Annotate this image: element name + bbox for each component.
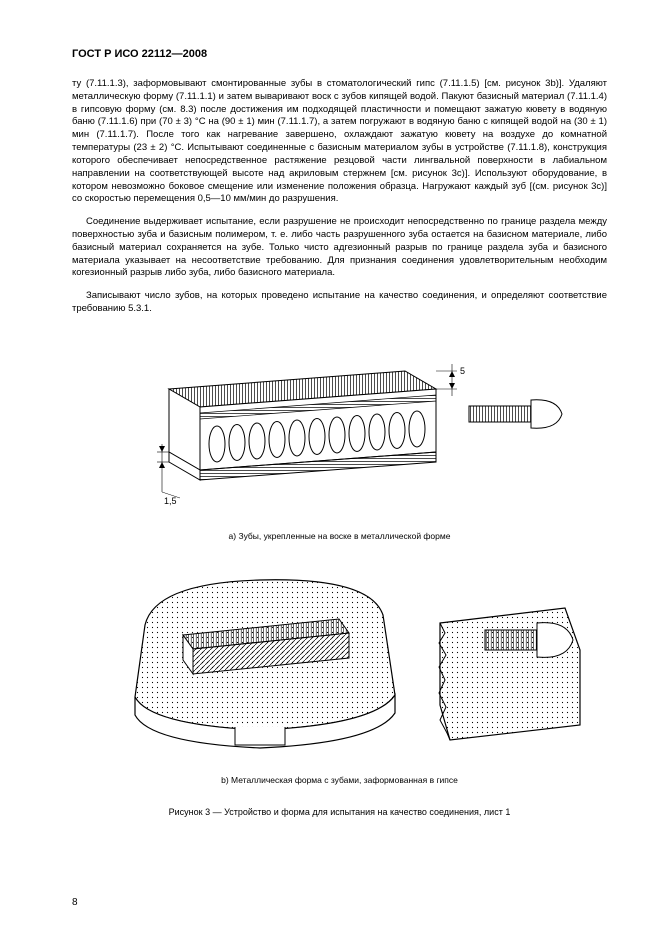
dim-1-5: 1,5 [164,496,177,506]
figure-b-svg [95,565,585,760]
figure-b-caption: b) Металлическая форма с зубами, заформо… [72,775,607,785]
paragraph-1: ту (7.11.1.3), заформовывают смонтирован… [72,78,607,206]
figure-a: 5 1,5 a) Зубы, укрепленные на воске в ме… [72,346,607,541]
figure-a-svg: 5 1,5 [112,346,567,516]
page-number: 8 [72,897,78,908]
cross-section [439,608,580,740]
document-header: ГОСТ Р ИСО 22112—2008 [72,48,607,60]
dim-5: 5 [460,366,465,376]
figure-a-caption: a) Зубы, укрепленные на воске в металлич… [72,531,607,541]
figure-title: Рисунок 3 — Устройство и форма для испыт… [72,807,607,817]
flask [135,580,395,748]
paragraph-3: Записывают число зубов, на которых прове… [72,290,607,316]
side-tooth [469,400,562,428]
paragraph-2: Соединение выдерживает испытание, если р… [72,216,607,280]
mold-block: 5 1,5 [157,364,465,506]
figure-b: b) Металлическая форма с зубами, заформо… [72,565,607,785]
